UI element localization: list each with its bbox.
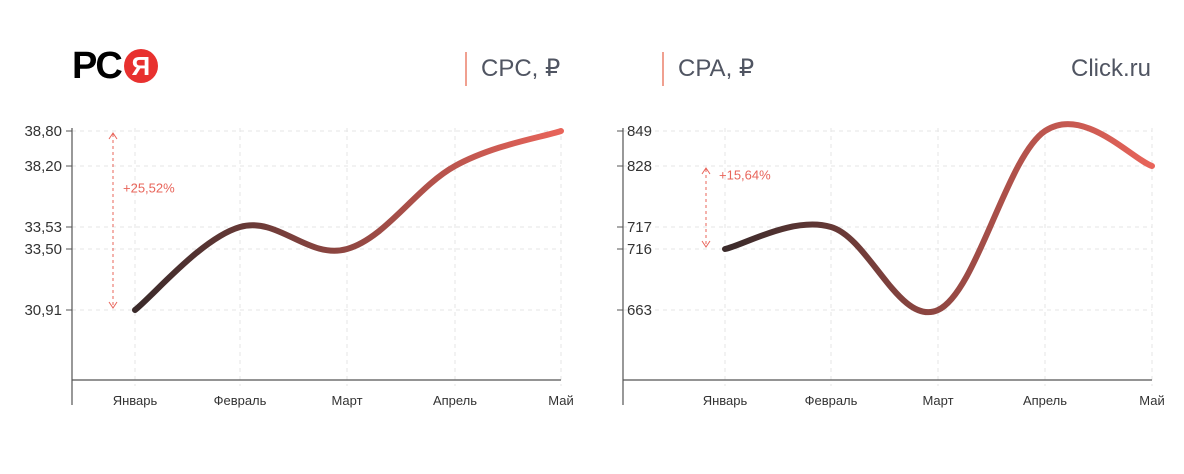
x-tick-label: Апрель bbox=[433, 393, 477, 408]
y-tick-label: 663 bbox=[627, 302, 652, 319]
y-tick-label: 38,20 bbox=[24, 158, 62, 175]
x-tick-label: Май bbox=[548, 393, 573, 408]
cpc-chart: 38,80 38,20 33,53 33,50 30,91 Январь Февраль Ма… bbox=[24, 123, 573, 408]
annotation-label: +25,52% bbox=[123, 181, 175, 196]
annotation-arrow-top bbox=[701, 167, 711, 175]
x-tick-label: Январь bbox=[113, 393, 158, 408]
annotation-arrow-bottom bbox=[701, 240, 711, 248]
y-tick-label: 828 bbox=[627, 158, 652, 175]
y-tick-label: 849 bbox=[627, 123, 652, 140]
x-tick-label: Март bbox=[922, 393, 953, 408]
logo-badge: Я bbox=[123, 49, 158, 83]
y-tick-label: 33,53 bbox=[24, 219, 62, 236]
cpc-chart-title: CPC, ₽ bbox=[465, 52, 560, 86]
cpa-chart-title: CPA, ₽ bbox=[662, 52, 754, 86]
x-tick-label: Февраль bbox=[214, 393, 267, 408]
x-tick-label: Март bbox=[331, 393, 362, 408]
y-tick-label: 38,80 bbox=[24, 123, 62, 140]
annotation-label: +15,64% bbox=[719, 168, 771, 183]
x-tick-label: Май bbox=[1139, 393, 1164, 408]
y-tick-label: 33,50 bbox=[24, 241, 62, 258]
logo-text: РС bbox=[72, 45, 123, 87]
x-tick-label: Апрель bbox=[1023, 393, 1067, 408]
series-line bbox=[722, 121, 1155, 316]
y-tick-label: 717 bbox=[627, 219, 652, 236]
x-tick-label: Февраль bbox=[805, 393, 858, 408]
annotation-arrow-top bbox=[108, 132, 118, 140]
y-tick-label: 716 bbox=[627, 241, 652, 258]
series-line bbox=[132, 128, 564, 313]
brand-name: Click.ru bbox=[1070, 55, 1151, 82]
annotation-arrow-bottom bbox=[108, 301, 118, 309]
y-tick-label: 30,91 bbox=[24, 302, 62, 319]
rsya-logo: РС Я bbox=[72, 46, 158, 86]
cpa-chart: 849 828 717 716 663 Январь Февраль Март Апрель Ма… bbox=[617, 121, 1165, 408]
x-tick-label: Январь bbox=[703, 393, 748, 408]
